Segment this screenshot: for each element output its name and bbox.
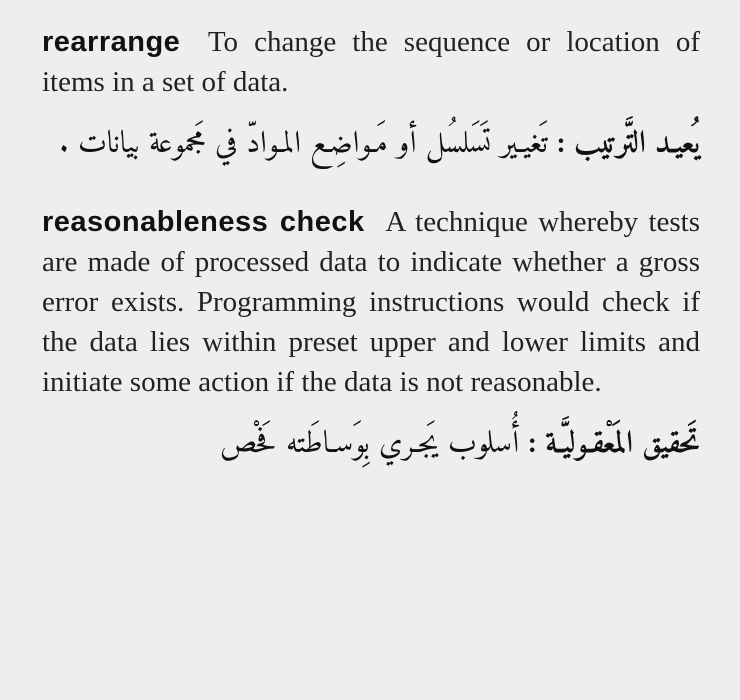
arabic-block: يُعيـد التَّرتيب : تَغيـير تَسَلسُل أو م… (42, 120, 700, 170)
term-label: rearrange (42, 26, 180, 58)
arabic-definition: أُسلوب يَجـري بِوَسـاطَته فَحْص (220, 417, 519, 472)
english-block: reasonableness check A technique whereby… (42, 202, 700, 402)
arabic-block: تَحقيق المَعْقـوليَّـة : أُسلوب يَجـري ب… (42, 420, 700, 470)
entry-reasonableness-check: reasonableness check A technique whereby… (42, 202, 700, 470)
arabic-term: يُعيـد التَّرتيب : (557, 117, 700, 172)
entry-rearrange: rearrange To change the sequence or loca… (42, 22, 700, 170)
dictionary-page: rearrange To change the sequence or loca… (0, 0, 740, 523)
arabic-definition: تَغيـير تَسَلسُل أو مَـواضِـع المـوادّ ف… (59, 117, 548, 172)
term-label: reasonableness check (42, 206, 365, 238)
arabic-term: تَحقيق المَعْقـوليَّـة : (528, 417, 700, 472)
english-block: rearrange To change the sequence or loca… (42, 22, 700, 102)
